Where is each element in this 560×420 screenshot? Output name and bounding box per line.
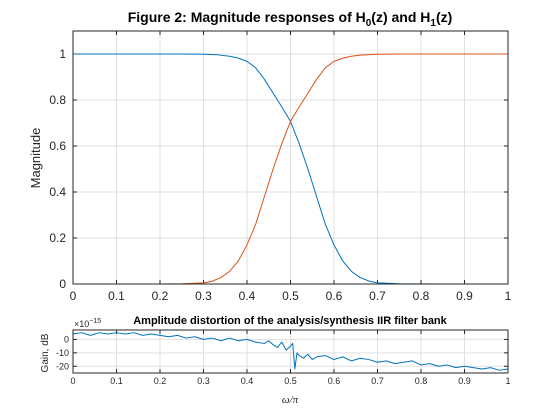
chart1-y-axis-label: Magnitude: [28, 128, 43, 189]
chart2-plot-area: 0 0.1 0.2 0.3 0.4 0.5 0.6 0.7 0.8 0.9 1 0 -10 -20: [56, 329, 511, 386]
chart2-y-tick-label: -10: [56, 348, 69, 358]
chart2-title: Amplitude distortion of the analysis/syn…: [133, 315, 447, 327]
chart2-x-tick-label: 0.2: [154, 376, 167, 386]
chart1-plot-area: 0 0.1 0.2 0.3 0.4 0.5 0.6 0.7 0.8 0.9 1 0 0.2 0.4 0.6 0…: [49, 30, 512, 303]
chart1-x-tick-label: 0.6: [326, 289, 343, 303]
chart1-axes-box: [72, 30, 509, 285]
chart2-x-tick-label: 0.9: [458, 376, 471, 386]
chart2-x-axis-label: ω/π: [282, 394, 299, 406]
chart1-y-tick-label: 1: [59, 47, 66, 61]
chart1-x-tick-label: 0: [70, 289, 77, 303]
chart2-x-tick-label: 0.3: [197, 376, 210, 386]
chart1-title: Figure 2: Magnitude responses of H0(z) a…: [128, 9, 453, 29]
chart2-x-tick-label: 0.7: [371, 376, 384, 386]
chart1-y-tick-label: 0: [59, 277, 66, 291]
chart1-y-tick-label: 0.4: [49, 185, 66, 199]
chart2-x-tick-label: 0.5: [284, 376, 297, 386]
chart2-y-axis-label: Gain, dB: [40, 333, 51, 372]
chart2-axes-box: [72, 329, 509, 374]
chart2-series-1-line: [72, 332, 509, 371]
chart2-x-tick-label: 0.1: [110, 376, 123, 386]
chart2-y-tick-label: -20: [56, 361, 69, 371]
chart2-x-tick-label: 0: [70, 376, 75, 386]
chart1-x-tick-label: 0.7: [369, 289, 386, 303]
chart2-exponent-label: ×10−15: [74, 318, 101, 329]
chart2-y-tick-label: 0: [64, 334, 69, 344]
chart1-x-tick-label: 0.4: [239, 289, 256, 303]
chart1-y-tick-label: 0.2: [49, 231, 66, 245]
chart2-x-tick-label: 0.4: [241, 376, 254, 386]
chart1-x-tick-label: 1: [505, 289, 512, 303]
chart1-x-tick-label: 0.1: [108, 289, 125, 303]
chart2-x-tick-label: 0.6: [328, 376, 341, 386]
chart1-y-tick-label: 0.8: [49, 93, 66, 107]
chart1-x-tick-label: 0.3: [195, 289, 212, 303]
chart1-x-tick-label: 0.5: [282, 289, 299, 303]
chart1-x-tick-label: 0.8: [413, 289, 430, 303]
chart2-x-tick-label: 0.8: [415, 376, 428, 386]
chart1-x-tick-label: 0.9: [456, 289, 473, 303]
chart2-x-tick-label: 1: [505, 376, 510, 386]
chart1-y-tick-label: 0.6: [49, 139, 66, 153]
chart1-x-tick-label: 0.2: [152, 289, 169, 303]
